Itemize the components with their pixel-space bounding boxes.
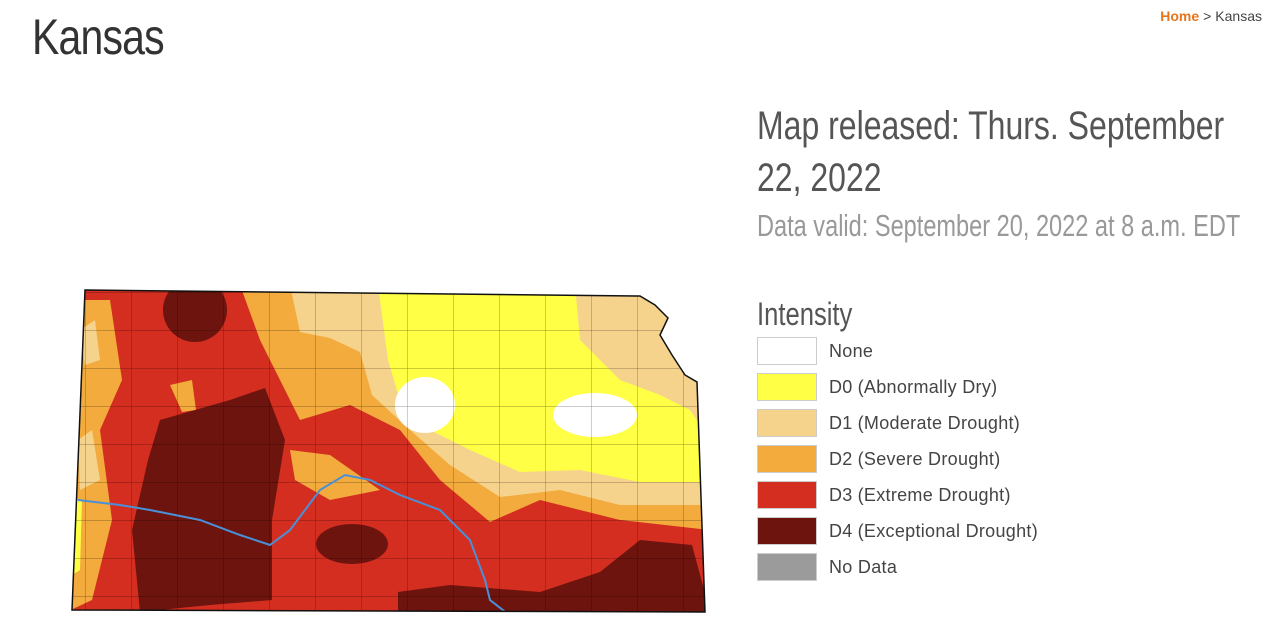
legend-description: (Abnormally Dry) <box>857 376 998 397</box>
legend-item: D4 (Exceptional Drought) <box>757 517 1038 545</box>
state-outline <box>71 289 706 613</box>
legend-swatch <box>757 409 817 437</box>
legend-item: D3 (Extreme Drought) <box>757 481 1011 509</box>
legend-code: D3 <box>829 484 853 505</box>
drought-areas <box>72 290 705 612</box>
map <box>71 289 706 613</box>
legend-code: D2 <box>829 448 853 469</box>
legend-code: None <box>829 340 874 361</box>
legend-swatch <box>757 481 817 509</box>
legend-item: D0 (Abnormally Dry) <box>757 373 997 401</box>
legend-code: D1 <box>829 412 853 433</box>
legend-item: D1 (Moderate Drought) <box>757 409 1020 437</box>
current-page: Kansas <box>1215 8 1262 24</box>
breadcrumb: Home > Kansas <box>1160 8 1262 24</box>
legend-item: D2 (Severe Drought) <box>757 445 1000 473</box>
valid-date: Data valid: September 20, 2022 at 8 a.m.… <box>757 208 1241 243</box>
legend-item: No Data <box>757 553 897 581</box>
legend-code: D0 <box>829 376 853 397</box>
legend-code: No Data <box>829 556 898 577</box>
legend-description: (Severe Drought) <box>857 448 1001 469</box>
legend-swatch <box>757 553 817 581</box>
legend-swatch <box>757 373 817 401</box>
river <box>77 473 509 612</box>
legend-swatch <box>757 337 817 365</box>
legend-description: (Extreme Drought) <box>857 484 1011 505</box>
county-lines <box>72 290 705 612</box>
legend-item: None <box>757 337 873 365</box>
home-link[interactable]: Home <box>1160 8 1200 24</box>
legend-swatch <box>757 517 817 545</box>
legend-description: (Exceptional Drought) <box>857 520 1039 541</box>
legend-code: D4 <box>829 520 853 541</box>
legend-swatch <box>757 445 817 473</box>
separator: > <box>1203 8 1212 24</box>
released-date: Map released: Thurs. September 22, 2022 <box>757 104 1225 200</box>
legend-title: Intensity <box>757 296 853 332</box>
legend-description: (Moderate Drought) <box>857 412 1021 433</box>
page-title: Kansas <box>32 9 165 65</box>
